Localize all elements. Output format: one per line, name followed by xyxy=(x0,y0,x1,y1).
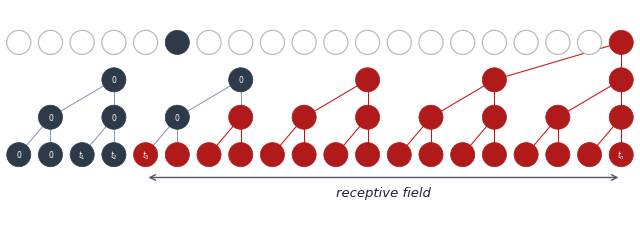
Circle shape xyxy=(514,143,538,167)
Text: $t_1$: $t_1$ xyxy=(78,149,86,161)
Circle shape xyxy=(577,31,602,55)
Circle shape xyxy=(228,68,253,92)
Circle shape xyxy=(355,68,380,92)
Circle shape xyxy=(546,106,570,130)
Circle shape xyxy=(483,106,506,130)
Circle shape xyxy=(546,31,570,55)
Circle shape xyxy=(355,143,380,167)
Circle shape xyxy=(451,143,475,167)
Text: 0: 0 xyxy=(238,76,243,85)
Circle shape xyxy=(483,143,506,167)
Circle shape xyxy=(609,31,634,55)
Circle shape xyxy=(6,143,31,167)
Text: 0: 0 xyxy=(111,113,116,122)
Circle shape xyxy=(70,31,94,55)
Circle shape xyxy=(6,31,31,55)
Text: 0: 0 xyxy=(48,113,53,122)
Circle shape xyxy=(165,143,189,167)
Circle shape xyxy=(228,143,253,167)
Circle shape xyxy=(102,106,126,130)
Circle shape xyxy=(165,106,189,130)
Circle shape xyxy=(38,106,63,130)
Circle shape xyxy=(102,143,126,167)
Circle shape xyxy=(324,31,348,55)
Circle shape xyxy=(228,31,253,55)
Circle shape xyxy=(70,143,94,167)
Circle shape xyxy=(260,143,285,167)
Circle shape xyxy=(102,68,126,92)
Circle shape xyxy=(292,106,316,130)
Circle shape xyxy=(38,143,63,167)
Text: $t_n$: $t_n$ xyxy=(617,149,625,161)
Circle shape xyxy=(38,31,63,55)
Circle shape xyxy=(419,106,443,130)
Text: 0: 0 xyxy=(48,151,53,160)
Circle shape xyxy=(324,143,348,167)
Circle shape xyxy=(355,31,380,55)
Circle shape xyxy=(387,31,412,55)
Text: 0: 0 xyxy=(111,76,116,85)
Circle shape xyxy=(292,143,316,167)
Text: $t_3$: $t_3$ xyxy=(141,149,150,161)
Circle shape xyxy=(577,143,602,167)
Circle shape xyxy=(451,31,475,55)
Circle shape xyxy=(419,143,443,167)
Circle shape xyxy=(260,31,285,55)
Circle shape xyxy=(609,68,634,92)
Circle shape xyxy=(419,31,443,55)
Circle shape xyxy=(609,143,634,167)
Text: receptive field: receptive field xyxy=(336,187,431,200)
Circle shape xyxy=(134,143,157,167)
Circle shape xyxy=(165,31,189,55)
Circle shape xyxy=(197,31,221,55)
Circle shape xyxy=(483,31,506,55)
Text: 0: 0 xyxy=(17,151,21,160)
Text: 0: 0 xyxy=(175,113,180,122)
Circle shape xyxy=(514,31,538,55)
Circle shape xyxy=(134,31,157,55)
Circle shape xyxy=(387,143,412,167)
Circle shape xyxy=(197,143,221,167)
Circle shape xyxy=(228,106,253,130)
Circle shape xyxy=(609,106,634,130)
Circle shape xyxy=(355,106,380,130)
Circle shape xyxy=(483,68,506,92)
Text: $t_2$: $t_2$ xyxy=(110,149,118,161)
Circle shape xyxy=(102,31,126,55)
Circle shape xyxy=(292,31,316,55)
Circle shape xyxy=(546,143,570,167)
